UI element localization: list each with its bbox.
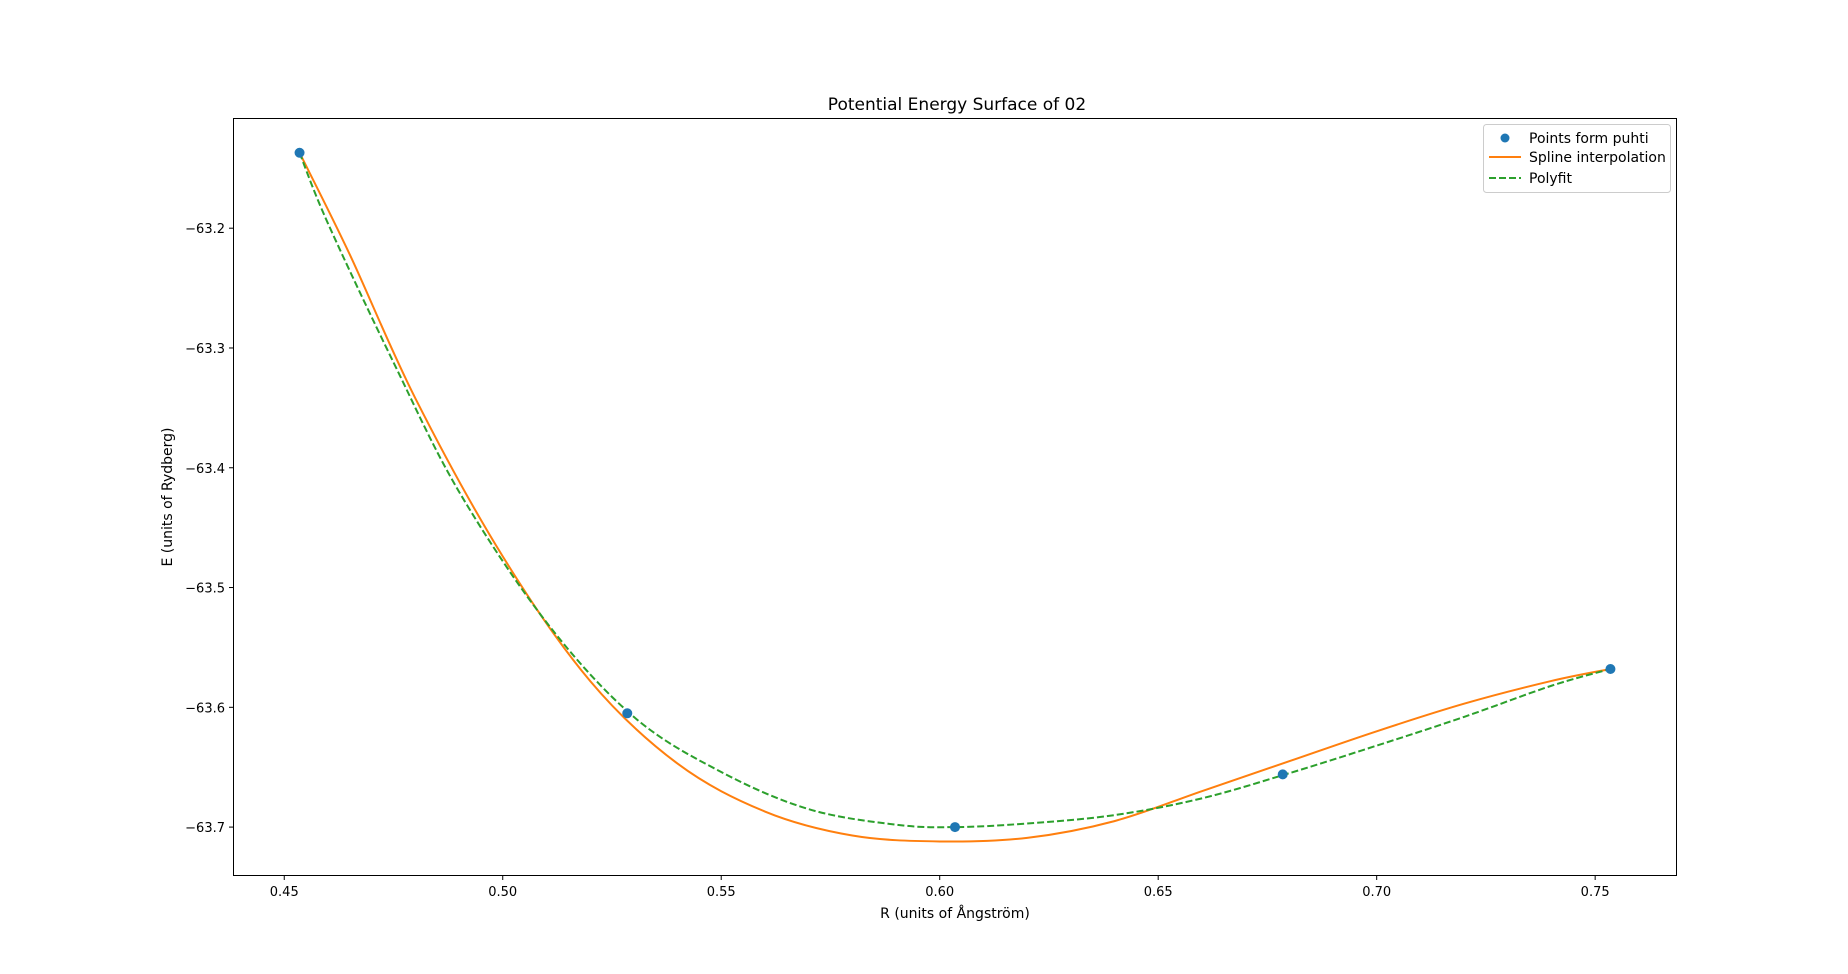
x-tick-label: 0.75 bbox=[1581, 885, 1610, 900]
series-points bbox=[294, 147, 1616, 833]
y-ticks: −63.2 −63.3 −63.4 −63.5 −63.6 −63.7 bbox=[185, 222, 234, 836]
data-point bbox=[950, 822, 960, 833]
legend: Points form puhti Spline interpolation P… bbox=[1483, 124, 1671, 193]
y-tick-label: −63.3 bbox=[185, 342, 225, 357]
x-tick-label: 0.55 bbox=[707, 885, 736, 900]
y-tick-label: −63.6 bbox=[185, 701, 225, 716]
data-point bbox=[1605, 663, 1616, 674]
x-tick-label: 0.45 bbox=[270, 885, 299, 900]
y-tick-label: −63.7 bbox=[185, 821, 225, 836]
x-ticks: 0.45 0.50 0.55 0.60 0.65 0.70 0.75 bbox=[270, 875, 1610, 900]
x-tick-label: 0.65 bbox=[1144, 885, 1173, 900]
y-axis-label: E (units of Rydberg) bbox=[160, 427, 176, 566]
legend-marker-points bbox=[1500, 133, 1510, 143]
x-axis-label: R (units of Ångström) bbox=[880, 905, 1030, 922]
y-tick-label: −63.5 bbox=[185, 582, 225, 597]
chart-title: Potential Energy Surface of 02 bbox=[828, 95, 1086, 115]
data-point bbox=[1277, 769, 1288, 780]
data-point bbox=[294, 147, 305, 158]
x-tick-label: 0.70 bbox=[1362, 885, 1391, 900]
legend-label-points: Points form puhti bbox=[1529, 131, 1649, 147]
spline-line bbox=[298, 152, 1611, 843]
polyfit-line bbox=[298, 152, 1611, 829]
data-point bbox=[622, 708, 633, 719]
y-tick-label: −63.2 bbox=[185, 222, 225, 237]
legend-label-spline: Spline interpolation bbox=[1529, 150, 1666, 166]
y-tick-label: −63.4 bbox=[185, 462, 225, 477]
legend-box bbox=[1483, 124, 1671, 193]
x-tick-label: 0.50 bbox=[488, 885, 517, 900]
series-spline bbox=[298, 152, 1611, 843]
legend-label-polyfit: Polyfit bbox=[1529, 171, 1573, 187]
x-tick-label: 0.60 bbox=[925, 885, 954, 900]
plot-frame bbox=[233, 118, 1677, 876]
series-polyfit bbox=[298, 152, 1611, 829]
